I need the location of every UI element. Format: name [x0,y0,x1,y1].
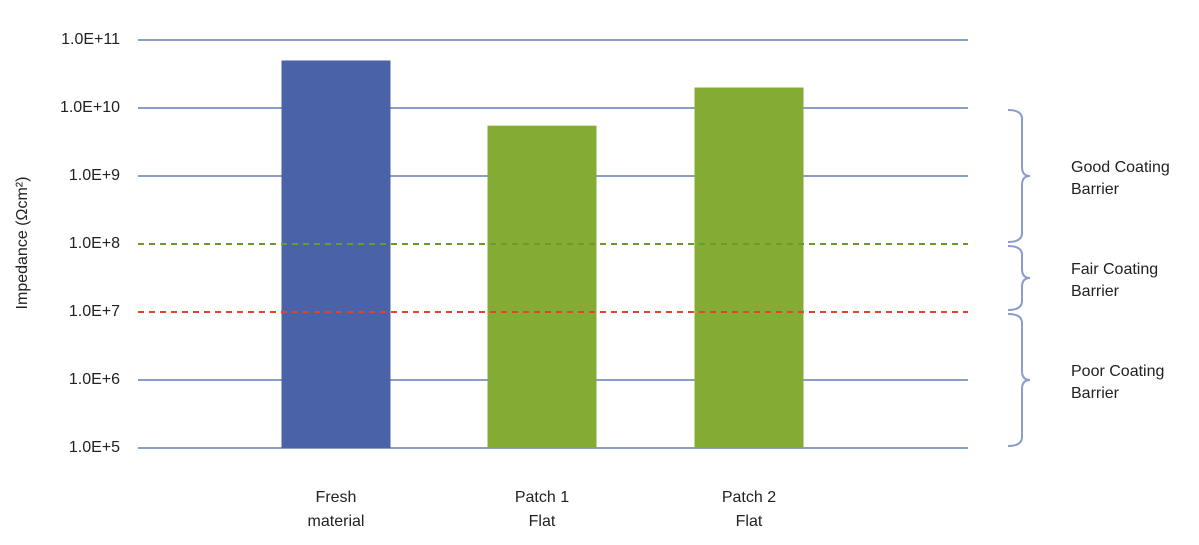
band-label: Barrier [1071,385,1120,402]
band-label: Fair Coating [1071,261,1158,278]
x-category-labels: Fresh material Patch 1 Flat Patch 2 Flat [308,489,777,530]
x-category-label: Flat [529,513,556,530]
y-tick-label: 1.0E+7 [69,303,120,320]
band-label: Good Coating [1071,159,1170,176]
band-label: Barrier [1071,283,1120,300]
x-category-label: Patch 2 [722,489,776,506]
y-tick-labels: 1.0E+5 1.0E+6 1.0E+7 1.0E+8 1.0E+9 1.0E+10 1.0… [60,31,120,456]
x-category-label: Flat [736,513,763,530]
y-tick-label: 1.0E+8 [69,235,120,252]
coating-barrier-braces: Good Coating Barrier Fair Coating Barrier Po… [1007,109,1170,447]
y-tick-label: 1.0E+6 [69,371,120,388]
y-tick-label: 1.0E+11 [61,31,120,48]
band-label: Poor Coating [1071,363,1164,380]
bar [694,87,804,448]
x-category-label: Fresh [316,489,357,506]
bar [487,125,597,448]
brace-icon [1007,313,1031,447]
band-label: Barrier [1071,181,1120,198]
y-tick-label: 1.0E+10 [60,99,120,116]
brace-icon [1007,245,1031,311]
x-category-label: material [308,513,365,530]
brace-icon [1007,109,1031,243]
y-tick-label: 1.0E+9 [69,167,120,184]
y-tick-label: 1.0E+5 [69,439,120,456]
x-category-label: Patch 1 [515,489,569,506]
bars [281,60,804,449]
y-axis-label: Impedance (Ωcm²) [14,177,31,310]
bar [281,60,391,449]
